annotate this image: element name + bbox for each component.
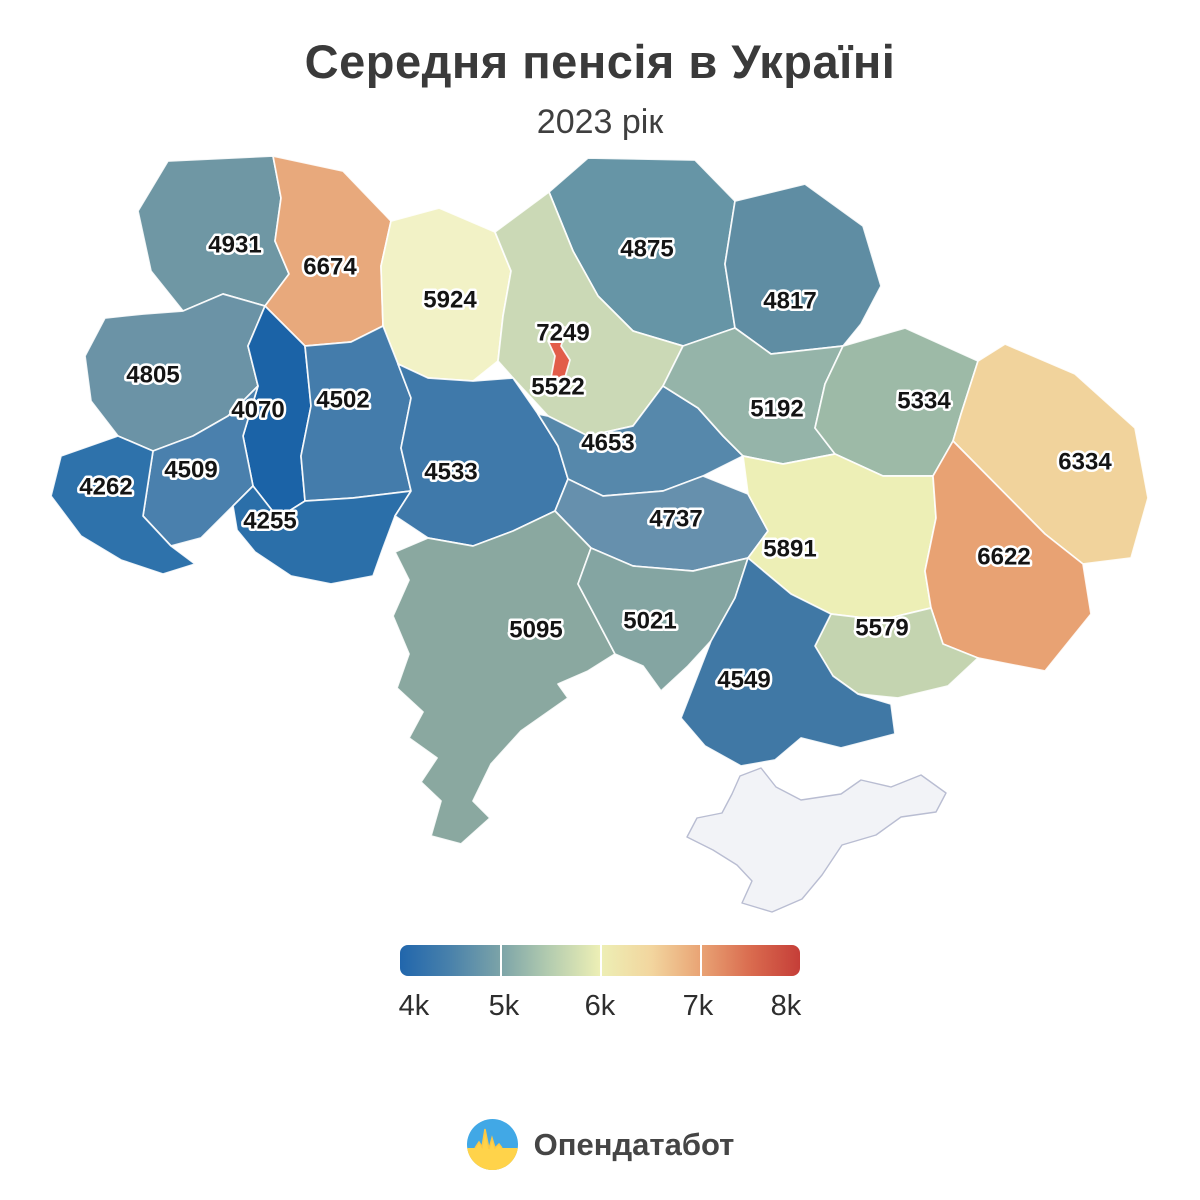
region-zhytomyr[interactable] — [379, 207, 512, 382]
region-odesa[interactable] — [391, 510, 616, 845]
region-value-kyiv-oblast: 5522 — [531, 373, 584, 400]
region-kherson[interactable] — [679, 557, 896, 767]
ukraine-map: 4931 6674 5924 4875 4817 5522 7249 4805 4070 4502… — [43, 146, 1158, 933]
region-zakarpattia[interactable] — [49, 435, 196, 575]
region-value-donetsk: 6622 — [977, 543, 1030, 570]
opendatabot-logo-icon — [466, 1119, 518, 1170]
region-value-ternopil: 4070 — [231, 396, 284, 423]
region-value-luhansk: 6334 — [1058, 448, 1112, 475]
legend-gradient-bar — [400, 945, 800, 976]
choropleth-svg: 4931 6674 5924 4875 4817 5522 7249 4805 4070 4502… — [49, 155, 1149, 913]
region-chernivtsi[interactable] — [231, 485, 412, 585]
region-value-zakarpattia: 4262 — [79, 473, 132, 500]
region-value-chernivtsi: 4255 — [243, 507, 296, 534]
region-value-khmelnytskyi: 4502 — [316, 386, 369, 413]
legend-tick-7k: 7k — [682, 990, 714, 1022]
header: Середня пенсія в Україні 2023 рік — [0, 0, 1200, 142]
region-value-mykolaiv: 5021 — [623, 607, 676, 634]
region-kyiv-city[interactable] — [546, 323, 571, 385]
legend-tick-6k: 6k — [584, 990, 616, 1022]
region-value-zhytomyr: 5924 — [423, 286, 477, 313]
region-value-lviv: 4805 — [126, 361, 179, 388]
region-sumy[interactable] — [723, 183, 882, 355]
legend-tick-line-5k — [500, 945, 502, 976]
region-cherkasy[interactable] — [536, 385, 744, 497]
region-value-kherson: 4549 — [717, 666, 770, 693]
region-rivne[interactable] — [263, 155, 392, 347]
region-value-odesa: 5095 — [509, 616, 562, 643]
region-value-dnipro: 5891 — [763, 535, 816, 562]
region-value-rivne: 6674 — [303, 253, 357, 280]
legend-tick-4k: 4k — [398, 990, 430, 1022]
legend-tick-line-7k — [700, 945, 702, 976]
legend-tick-8k: 8k — [770, 990, 802, 1022]
region-crimea[interactable] — [685, 767, 947, 913]
legend-tick-labels: 4k 5k 6k 7k 8k — [398, 990, 802, 1030]
region-value-sumy: 4817 — [763, 287, 816, 314]
region-luhansk[interactable] — [951, 343, 1149, 565]
legend-tick-line-6k — [600, 945, 602, 976]
brand-name: Опендатабот — [533, 1126, 735, 1162]
region-value-volyn: 4931 — [208, 231, 261, 258]
brand-footer: Опендатабот — [0, 1118, 1200, 1171]
region-value-poltava: 5192 — [750, 395, 803, 422]
legend-tick-5k: 5k — [488, 990, 520, 1022]
region-value-kyiv-city: 7249 — [536, 319, 589, 346]
region-value-vinnytsia: 4533 — [424, 458, 477, 485]
region-mykolaiv[interactable] — [576, 547, 749, 692]
region-value-chernihiv: 4875 — [620, 235, 673, 262]
region-value-kirovohrad: 4737 — [649, 505, 702, 532]
region-value-kharkiv: 5334 — [897, 387, 951, 414]
region-value-zaporizhzhia: 5579 — [855, 614, 908, 641]
color-scale-legend: 4k 5k 6k 7k 8k — [398, 945, 802, 1030]
page-subtitle: 2023 рік — [536, 103, 664, 141]
region-value-cherkasy: 4653 — [581, 429, 634, 456]
region-value-ivano-frankivsk: 4509 — [164, 456, 217, 483]
page-title: Середня пенсія в Україні — [304, 35, 896, 88]
